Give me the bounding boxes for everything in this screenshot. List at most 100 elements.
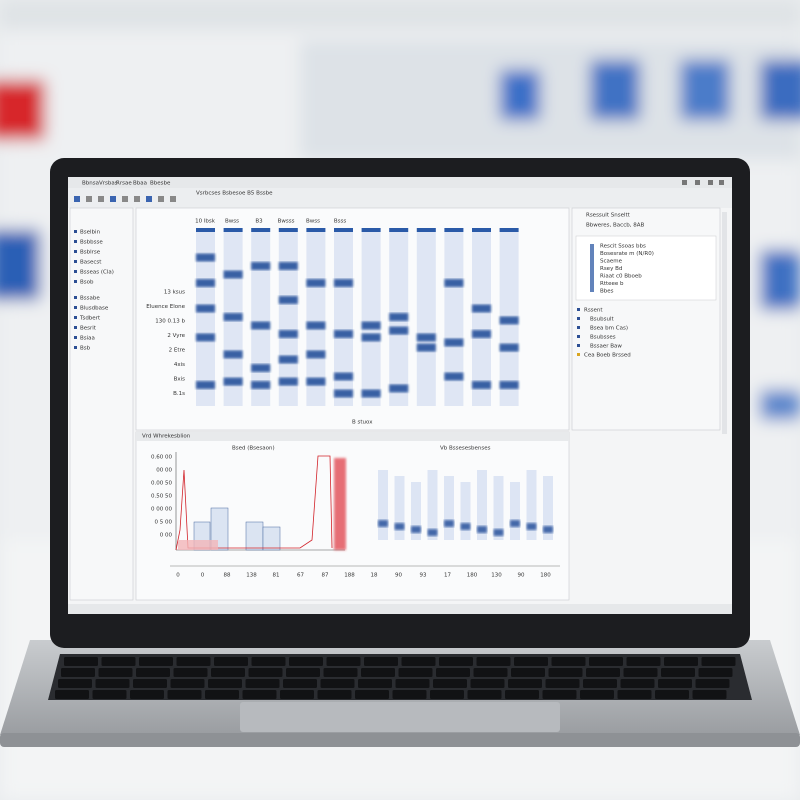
mini-lane xyxy=(378,470,388,540)
mini-band xyxy=(510,520,520,527)
x-label: 67 xyxy=(297,573,304,579)
gel-band xyxy=(196,279,215,287)
red-trace xyxy=(175,455,333,551)
key xyxy=(95,679,130,688)
key xyxy=(476,657,511,666)
key xyxy=(505,690,539,699)
key xyxy=(173,668,208,677)
mini-lane xyxy=(411,482,421,540)
marker-label: Bxis xyxy=(174,377,186,383)
key xyxy=(701,657,736,666)
tree-icon xyxy=(577,353,580,356)
marker-label: 4xis xyxy=(174,362,185,368)
mini-band xyxy=(444,520,454,527)
tree-icon xyxy=(577,326,580,329)
gel-image xyxy=(196,228,519,406)
key xyxy=(355,690,389,699)
key xyxy=(545,679,580,688)
lane-label: Bwss xyxy=(306,219,320,225)
x-label: 180 xyxy=(540,573,551,579)
key xyxy=(208,679,242,688)
x-label: 130 xyxy=(491,573,502,579)
key xyxy=(55,690,89,699)
tree-icon xyxy=(74,316,77,319)
key xyxy=(139,657,173,666)
gel-lane xyxy=(251,228,271,406)
key xyxy=(326,657,361,666)
gel-band xyxy=(278,262,298,270)
result-line: Rtteee b xyxy=(600,281,624,287)
key xyxy=(586,668,620,677)
y-label: 0.60 00 xyxy=(151,455,172,461)
marker-label: B.1s xyxy=(173,391,185,397)
mini-lane xyxy=(460,482,471,540)
key xyxy=(317,690,352,699)
x-label: 17 xyxy=(444,573,451,579)
tree-item: Bsb xyxy=(80,346,91,352)
gel-band xyxy=(499,381,519,389)
lane-label: Bwsss xyxy=(278,219,295,225)
key xyxy=(401,657,436,666)
key xyxy=(58,679,92,688)
tree-icon xyxy=(74,230,77,233)
gel-band xyxy=(361,333,381,342)
key xyxy=(248,668,283,677)
result-line: Riaat c0 Bboeb xyxy=(600,274,642,280)
gel-band xyxy=(416,333,436,342)
key xyxy=(61,668,95,677)
gel-band xyxy=(472,330,491,338)
toolbar-icon xyxy=(134,196,140,202)
gel-band-top xyxy=(499,228,519,232)
x-label: 90 xyxy=(395,573,402,579)
gel-band-top xyxy=(361,228,381,232)
menu-item: Bbaa xyxy=(133,181,147,187)
key xyxy=(548,668,583,677)
gel-lane xyxy=(416,228,436,406)
key xyxy=(439,657,473,666)
menu-item: Bbnsa xyxy=(82,181,99,187)
mini-band xyxy=(477,526,487,533)
x-label: 180 xyxy=(467,573,478,579)
tree-icon xyxy=(577,335,580,338)
key xyxy=(214,657,248,666)
gel-band-top xyxy=(278,228,298,232)
key xyxy=(655,690,689,699)
toolbar-icon xyxy=(158,196,164,202)
mini-lane xyxy=(510,482,520,540)
toolbar-icon xyxy=(86,196,92,202)
key xyxy=(136,668,170,677)
menu-item: Rrsae xyxy=(116,181,132,187)
tree-icon xyxy=(577,317,580,320)
key xyxy=(167,690,202,699)
gel-band-top xyxy=(416,228,436,232)
gel-band xyxy=(278,296,298,304)
tree-item: Bsea bm Cas) xyxy=(590,326,628,332)
red-peak xyxy=(334,458,346,550)
x-label: 93 xyxy=(420,573,427,579)
gel-band xyxy=(444,338,464,347)
gel-band xyxy=(223,350,243,359)
y-label: 0.00 50 xyxy=(151,481,172,487)
gel-footer: B stuox xyxy=(352,420,373,426)
key xyxy=(473,668,508,677)
toolbar-icon xyxy=(122,196,128,202)
lower-toolbar-label: Vb Bssesesbenses xyxy=(440,446,491,452)
x-label: 81 xyxy=(273,573,280,579)
y-label: 0 00 00 xyxy=(151,507,172,513)
x-label: 0 xyxy=(201,573,205,579)
mini-lane xyxy=(427,470,438,540)
gel-band xyxy=(251,381,271,389)
gel-band xyxy=(278,377,298,386)
gel-band xyxy=(389,326,409,335)
tree-icon xyxy=(74,240,77,243)
result-lane xyxy=(590,244,594,292)
status-bar xyxy=(68,604,732,614)
scrollbar xyxy=(722,212,727,434)
gel-band xyxy=(444,372,464,381)
key xyxy=(692,690,727,699)
gel-band xyxy=(278,355,298,364)
gel-band xyxy=(499,316,519,325)
toolbar-icon xyxy=(110,196,116,202)
key xyxy=(542,690,577,699)
gel-band xyxy=(251,364,271,372)
